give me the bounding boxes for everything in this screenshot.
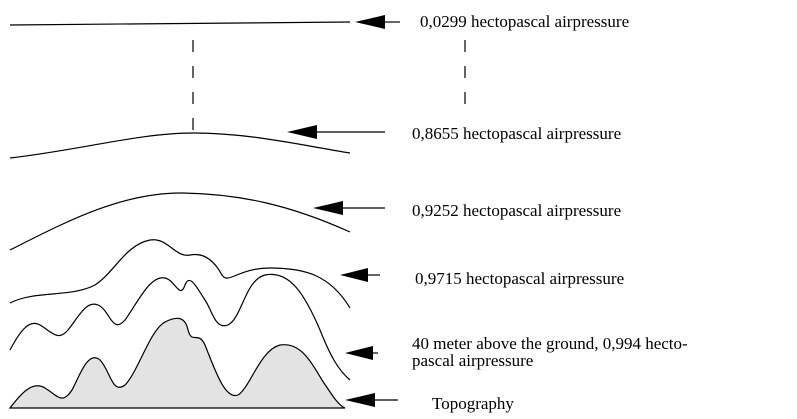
label: 0,9252 hectopascal airpressure [412, 201, 621, 220]
pressure-curve [9, 239, 351, 309]
label: 40 meter above the ground, 0,994 hecto- [412, 334, 688, 353]
label: 0,0299 hectopascal airpressure [420, 12, 629, 31]
pressure-curve [9, 21, 351, 26]
label: Topography [432, 394, 514, 413]
arrow [355, 15, 400, 29]
pressure-curve [9, 132, 351, 159]
label: 0,8655 hectopascal airpressure [412, 124, 621, 143]
arrow [287, 125, 385, 139]
arrow [345, 346, 378, 360]
label: pascal airpressure [412, 351, 533, 370]
arrow [340, 268, 380, 282]
topography [8, 317, 346, 409]
pressure-curve [9, 192, 351, 251]
label: 0,9715 hectopascal airpressure [415, 269, 624, 288]
arrow [345, 393, 398, 407]
pressure-curve [9, 273, 351, 381]
arrow [313, 201, 385, 215]
